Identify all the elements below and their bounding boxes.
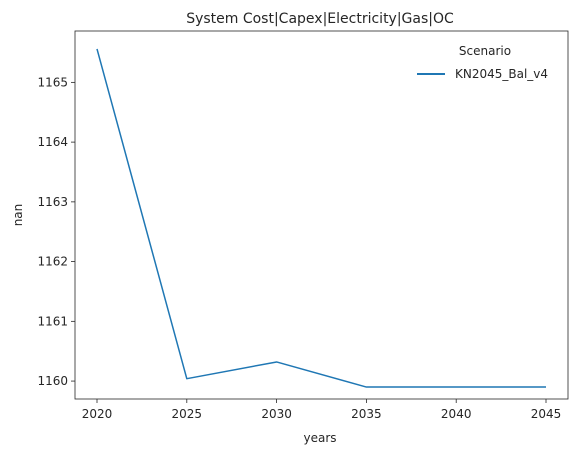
legend-label-kn2045-bal-v4: KN2045_Bal_v4 xyxy=(455,67,548,81)
chart-title: System Cost|Capex|Electricity|Gas|OC xyxy=(186,11,454,27)
y-tick-label: 1160 xyxy=(37,374,68,388)
x-axis-title: years xyxy=(303,431,336,445)
x-axis: 2020 2025 2030 2035 2040 2045 xyxy=(82,399,562,421)
x-tick-label: 2045 xyxy=(531,407,562,421)
x-tick-label: 2030 xyxy=(261,407,292,421)
series-group xyxy=(96,48,547,388)
y-tick-label: 1162 xyxy=(37,255,68,269)
x-tick-label: 2020 xyxy=(82,407,113,421)
y-tick-label: 1164 xyxy=(37,135,68,149)
legend: Scenario KN2045_Bal_v4 xyxy=(417,44,548,81)
x-tick-label: 2025 xyxy=(172,407,203,421)
y-tick-label: 1161 xyxy=(37,314,68,328)
x-tick-label: 2035 xyxy=(351,407,382,421)
plot-area-frame xyxy=(74,30,569,400)
legend-title: Scenario xyxy=(459,44,511,58)
y-tick-label: 1165 xyxy=(37,75,68,89)
x-tick-label: 2040 xyxy=(441,407,472,421)
y-axis: 1160 1161 1162 1163 1164 1165 xyxy=(37,75,75,388)
series-line-kn2045-bal-v4 xyxy=(96,48,546,388)
y-tick-label: 1163 xyxy=(37,195,68,209)
y-axis-title: nan xyxy=(11,204,25,227)
